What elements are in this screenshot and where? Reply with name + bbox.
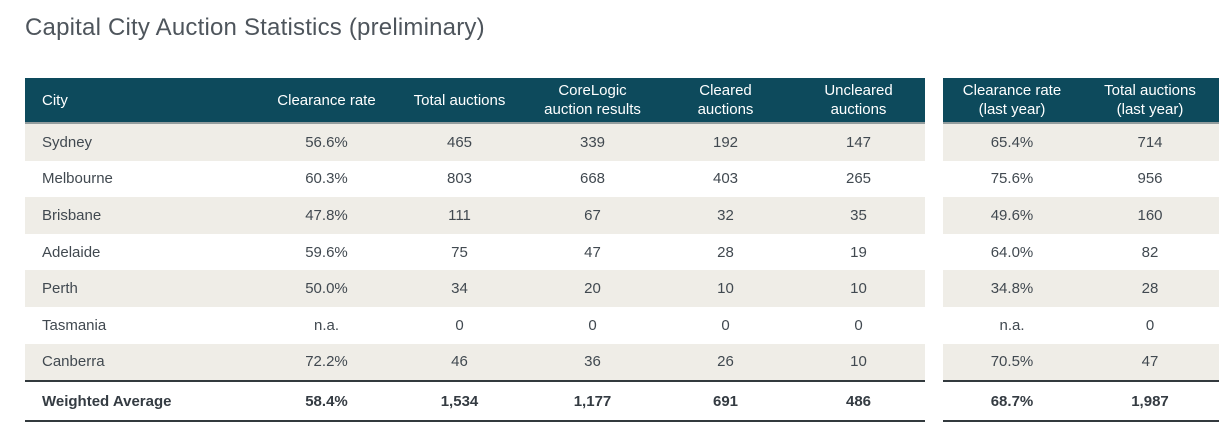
clearance-cell: 50.0% xyxy=(305,280,348,298)
uncleared-cell: 147 xyxy=(845,133,872,151)
summary-total-last-year: 1,987 xyxy=(1131,392,1169,410)
total-cell: 34 xyxy=(451,280,468,298)
uncleared-cell: 0 xyxy=(854,316,863,334)
total_ly-cell: 47 xyxy=(1141,353,1159,371)
right-table-body: 65.4% 714 75.6% 956 49.6% 160 64.0% 82 34.8% 28 n.… xyxy=(943,124,1219,381)
clearance_ly-cell: 34.8% xyxy=(990,280,1034,298)
clearance-cell: n.a. xyxy=(313,316,340,334)
summary-label: Weighted Average xyxy=(42,392,172,410)
cleared-cell: 26 xyxy=(717,353,734,371)
clearance_ly-cell: 75.6% xyxy=(990,170,1034,188)
total_ly-cell: 714 xyxy=(1137,133,1163,151)
summary-clearance: 58.4% xyxy=(305,392,348,410)
summary-cleared: 691 xyxy=(712,392,739,410)
page-title: Capital City Auction Statistics (prelimi… xyxy=(25,14,485,41)
uncleared-cell: 265 xyxy=(845,170,872,188)
table-row: 70.5% 47 xyxy=(943,343,1219,381)
cleared-cell: 0 xyxy=(721,316,730,334)
clearance-cell: 56.6% xyxy=(305,133,348,151)
total_ly-cell: 28 xyxy=(1141,280,1159,298)
total_ly-cell: 82 xyxy=(1141,243,1159,261)
corelogic-cell: 36 xyxy=(584,353,601,371)
total-cell: 0 xyxy=(455,316,464,334)
table-row: n.a. 0 xyxy=(943,306,1219,344)
left-table-body: Sydney 56.6% 465 339 192 147 Melbourne 60.3% 803… xyxy=(25,124,925,381)
clearance_ly-cell: 64.0% xyxy=(990,243,1034,261)
corelogic-cell: 0 xyxy=(588,316,597,334)
cleared-cell: 403 xyxy=(712,170,739,188)
table-row: Canberra 72.2% 46 36 26 10 xyxy=(25,343,925,381)
table-row: 64.0% 82 xyxy=(943,233,1219,271)
cleared-cell: 28 xyxy=(717,243,734,261)
table-row: Brisbane 47.8% 111 67 32 35 xyxy=(25,197,925,234)
auction-statistics-tables: City Clearance rate Total auctions CoreL… xyxy=(25,78,1219,423)
city-cell: Melbourne xyxy=(42,170,113,188)
total-cell: 465 xyxy=(446,133,473,151)
table-row: 49.6% 160 xyxy=(943,197,1219,234)
summary-clearance-last-year: 68.7% xyxy=(990,392,1034,410)
total-cell: 803 xyxy=(446,170,473,188)
left-table-header: City Clearance rate Total auctions CoreL… xyxy=(25,78,925,124)
summary-total: 1,534 xyxy=(440,392,479,410)
table-row: 34.8% 28 xyxy=(943,270,1219,307)
clearance_ly-cell: 70.5% xyxy=(990,353,1034,371)
clearance-cell: 59.6% xyxy=(305,243,348,261)
table-row: 75.6% 956 xyxy=(943,160,1219,198)
table-row: Sydney 56.6% 465 339 192 147 xyxy=(25,124,925,161)
corelogic-cell: 67 xyxy=(584,206,601,224)
city-cell: Canberra xyxy=(42,353,105,371)
cleared-cell: 10 xyxy=(717,280,734,298)
clearance_ly-cell: n.a. xyxy=(999,316,1025,334)
city-cell: Adelaide xyxy=(42,243,101,261)
total_ly-cell: 160 xyxy=(1137,206,1163,224)
uncleared-cell: 19 xyxy=(850,243,867,261)
clearance_ly-cell: 65.4% xyxy=(990,133,1034,151)
city-cell: Tasmania xyxy=(42,316,107,334)
cleared-cell: 32 xyxy=(717,206,734,224)
city-cell: Perth xyxy=(42,280,78,298)
corelogic-cell: 20 xyxy=(584,280,601,298)
total_ly-cell: 0 xyxy=(1145,316,1155,334)
uncleared-cell: 10 xyxy=(850,353,867,371)
table-row: 65.4% 714 xyxy=(943,124,1219,161)
left-summary-row: Weighted Average 58.4% 1,534 1,177 691 4… xyxy=(25,380,925,423)
total-cell: 75 xyxy=(451,243,468,261)
right-table: Clearance rate (last year) Total auction… xyxy=(943,78,1219,423)
city-cell: Sydney xyxy=(42,133,93,151)
total-cell: 111 xyxy=(448,206,471,224)
uncleared-cell: 10 xyxy=(850,280,867,298)
header-uncleared-auctions: Uncleared auctions xyxy=(824,82,893,118)
header-total-auctions-last-year: Total auctions (last year) xyxy=(1104,82,1196,118)
cleared-cell: 192 xyxy=(712,133,739,151)
header-cleared-auctions: Cleared auctions xyxy=(697,82,754,118)
header-clearance-rate-last-year: Clearance rate (last year) xyxy=(962,82,1062,118)
header-city: City xyxy=(42,91,68,109)
corelogic-cell: 47 xyxy=(584,243,601,261)
corelogic-cell: 339 xyxy=(579,133,606,151)
header-corelogic-auction-results: CoreLogic auction results xyxy=(544,82,641,118)
table-row: Tasmania n.a. 0 0 0 0 xyxy=(25,306,925,344)
clearance-cell: 60.3% xyxy=(305,170,348,188)
table-row: Adelaide 59.6% 75 47 28 19 xyxy=(25,233,925,271)
right-table-header: Clearance rate (last year) Total auction… xyxy=(943,78,1219,124)
summary-uncleared: 486 xyxy=(845,392,872,410)
city-cell: Brisbane xyxy=(42,206,102,224)
clearance-cell: 47.8% xyxy=(305,206,348,224)
clearance-cell: 72.2% xyxy=(305,353,348,371)
left-table: City Clearance rate Total auctions CoreL… xyxy=(25,78,925,423)
clearance_ly-cell: 49.6% xyxy=(990,206,1034,224)
header-total-auctions: Total auctions xyxy=(413,91,506,109)
table-row: Melbourne 60.3% 803 668 403 265 xyxy=(25,160,925,198)
total_ly-cell: 956 xyxy=(1137,170,1163,188)
summary-corelogic: 1,177 xyxy=(573,392,612,410)
table-row: Perth 50.0% 34 20 10 10 xyxy=(25,270,925,307)
header-clearance-rate: Clearance rate xyxy=(277,91,376,109)
right-summary-row: 68.7% 1,987 xyxy=(943,380,1219,423)
total-cell: 46 xyxy=(451,353,468,371)
corelogic-cell: 668 xyxy=(579,170,606,188)
uncleared-cell: 35 xyxy=(850,206,867,224)
